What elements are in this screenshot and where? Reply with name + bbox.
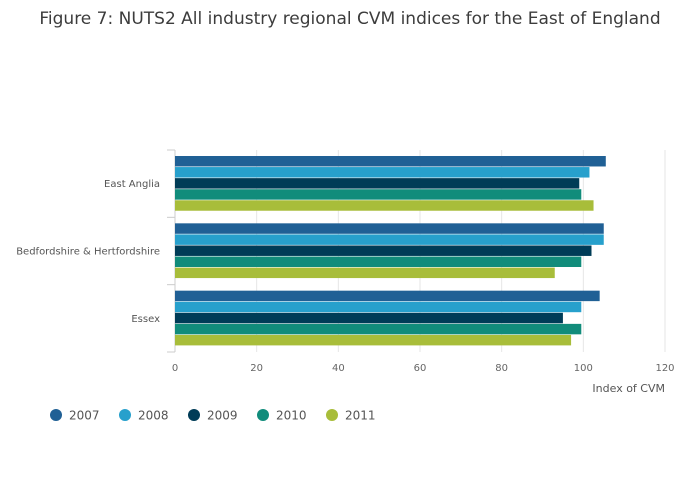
legend-marker: [257, 409, 269, 421]
bar-2010[interactable]: [175, 256, 582, 267]
axes: [167, 149, 176, 353]
bar-2007[interactable]: [175, 290, 600, 302]
bar-2008[interactable]: [175, 301, 582, 313]
bar-2009[interactable]: [175, 178, 580, 189]
legend-label: 2011: [345, 409, 376, 423]
bar-2011[interactable]: [175, 267, 555, 279]
bar-2010[interactable]: [175, 189, 582, 200]
bar-2007[interactable]: [175, 156, 606, 167]
bar-2008[interactable]: [175, 234, 604, 245]
x-tick-label: 120: [655, 363, 674, 374]
bar-2008[interactable]: [175, 167, 590, 178]
x-tick-label: 40: [332, 363, 345, 374]
legend: 2007 2008 2009 2010 2011: [50, 409, 376, 423]
bars: [175, 156, 606, 346]
x-tick-label: 100: [574, 363, 593, 374]
category-label: Bedfordshire & Hertfordshire: [16, 247, 160, 258]
legend-marker: [119, 409, 131, 421]
bar-2009[interactable]: [175, 312, 563, 324]
x-tick-label: 80: [495, 363, 508, 374]
chart-title: Figure 7: NUTS2 All industry regional CV…: [39, 9, 660, 29]
bar-2007[interactable]: [175, 223, 604, 234]
bar-2011[interactable]: [175, 334, 572, 346]
x-tick-label: 0: [172, 363, 178, 374]
labels: 0 20 40 60 80 100 120 East Anglia Bedfordshire &…: [16, 179, 674, 374]
legend-label: 2009: [207, 409, 238, 423]
x-tick-label: 20: [250, 363, 263, 374]
legend-marker: [188, 409, 200, 421]
bar-2011[interactable]: [175, 200, 594, 211]
x-tick-label: 60: [414, 363, 427, 374]
category-label: Essex: [131, 314, 160, 325]
legend-marker: [50, 409, 62, 421]
legend-label: 2008: [138, 409, 169, 423]
legend-label: 2010: [276, 409, 307, 423]
bar-2010[interactable]: [175, 323, 582, 335]
legend-marker: [326, 409, 338, 421]
category-label: East Anglia: [104, 179, 160, 190]
x-axis-title: Index of CVM: [592, 382, 665, 395]
bar-2009[interactable]: [175, 245, 592, 256]
legend-label: 2007: [69, 409, 100, 423]
